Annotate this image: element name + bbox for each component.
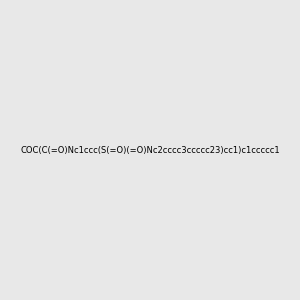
Text: COC(C(=O)Nc1ccc(S(=O)(=O)Nc2cccc3ccccc23)cc1)c1ccccc1: COC(C(=O)Nc1ccc(S(=O)(=O)Nc2cccc3ccccc23…: [20, 146, 280, 154]
